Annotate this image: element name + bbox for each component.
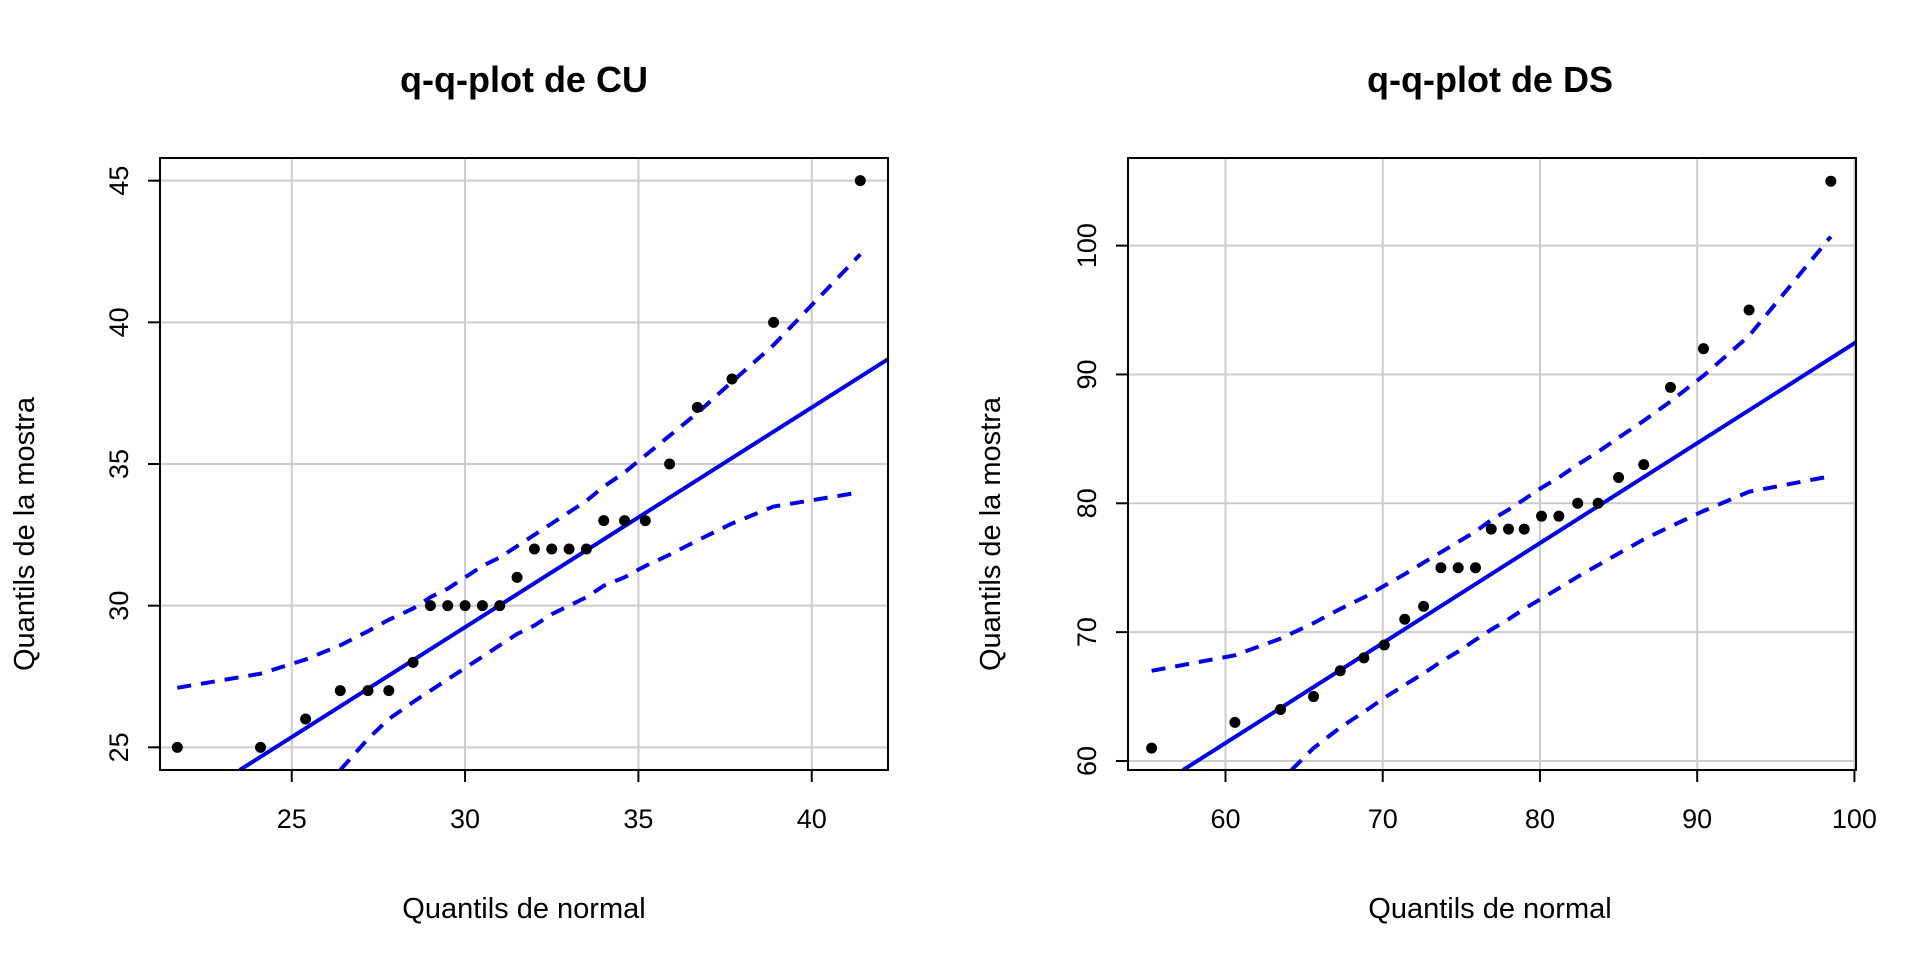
- data-point: [563, 543, 575, 555]
- data-point: [1572, 497, 1584, 509]
- chart-title: q-q-plot de CU: [400, 59, 648, 100]
- x-tick-label: 60: [1210, 804, 1240, 834]
- data-point: [300, 713, 312, 725]
- data-point: [1469, 562, 1481, 574]
- qq-plot-ds: q-q-plot de DS Quantils de normal Quanti…: [975, 59, 1877, 925]
- data-point: [1553, 510, 1565, 522]
- data-point: [1275, 703, 1287, 715]
- y-tick-label: 30: [104, 591, 134, 621]
- data-point: [1399, 613, 1411, 625]
- y-axis-label: Quantils de la mostra: [9, 396, 41, 671]
- data-point: [580, 543, 592, 555]
- data-point: [1613, 472, 1625, 484]
- data-point: [664, 458, 676, 470]
- data-point: [1435, 562, 1447, 574]
- qq-plot-cu: q-q-plot de CU Quantils de normal Quanti…: [9, 59, 889, 925]
- data-point: [424, 600, 436, 612]
- reference-line: [238, 357, 888, 770]
- data-point: [1378, 639, 1390, 651]
- x-tick-label: 25: [277, 804, 307, 834]
- data-point: [528, 543, 540, 555]
- data-point: [171, 741, 183, 753]
- data-point: [1825, 175, 1837, 187]
- data-point: [362, 685, 374, 697]
- y-tick-label: 100: [1072, 223, 1102, 268]
- x-tick-label: 35: [623, 804, 653, 834]
- plot-frame: [1127, 157, 1857, 771]
- data-point: [1146, 742, 1158, 754]
- data-point: [1697, 343, 1709, 355]
- y-tick-label: 25: [104, 732, 134, 762]
- x-tick-label: 30: [450, 804, 480, 834]
- y-tick-label: 70: [1072, 617, 1102, 647]
- data-point: [1358, 652, 1370, 664]
- grid: [1128, 158, 1856, 770]
- y-tick-label: 35: [104, 449, 134, 479]
- data-point: [1452, 562, 1464, 574]
- data-point: [1664, 381, 1676, 393]
- data-point: [1743, 304, 1755, 316]
- data-point: [1592, 497, 1604, 509]
- data-point: [476, 600, 488, 612]
- data-point: [1536, 510, 1548, 522]
- data-point: [407, 656, 419, 668]
- data-point: [442, 600, 454, 612]
- data-point: [768, 316, 780, 328]
- plot-area: [171, 175, 888, 770]
- x-tick-label: 40: [797, 804, 827, 834]
- data-point: [494, 600, 506, 612]
- x-tick-label: 90: [1682, 804, 1712, 834]
- data-point: [854, 175, 866, 187]
- x-tick-label: 70: [1368, 804, 1398, 834]
- data-point: [1485, 523, 1497, 535]
- data-point: [1638, 459, 1650, 471]
- data-point: [334, 685, 346, 697]
- y-tick-label: 80: [1072, 488, 1102, 518]
- data-point: [1229, 716, 1241, 728]
- data-point: [1418, 600, 1430, 612]
- data-point: [619, 515, 631, 527]
- data-point: [511, 571, 523, 583]
- x-tick-label: 80: [1525, 804, 1555, 834]
- confidence-band-lower: [338, 490, 861, 770]
- reference-line: [1181, 340, 1856, 770]
- x-axis-label: Quantils de normal: [402, 893, 645, 925]
- x-axis-label: Quantils de normal: [1368, 893, 1611, 925]
- y-tick-label: 90: [1072, 359, 1102, 389]
- data-point: [459, 600, 471, 612]
- data-point: [1518, 523, 1530, 535]
- y-axis-label: Quantils de la mostra: [975, 396, 1007, 671]
- y-tick-label: 60: [1072, 746, 1102, 776]
- data-point: [546, 543, 558, 555]
- confidence-band-upper: [1151, 235, 1833, 673]
- data-point: [691, 401, 703, 413]
- data-point: [255, 741, 267, 753]
- data-point: [383, 685, 395, 697]
- data-point: [1503, 523, 1515, 535]
- data-point: [1334, 665, 1346, 677]
- y-tick-label: 45: [104, 166, 134, 196]
- data-point: [1308, 691, 1320, 703]
- data-point: [639, 515, 651, 527]
- plot-area: [1146, 175, 1856, 770]
- data-point: [598, 515, 610, 527]
- data-point: [726, 373, 738, 385]
- x-tick-label: 100: [1832, 804, 1877, 834]
- confidence-band-upper: [176, 252, 862, 690]
- y-tick-label: 40: [104, 307, 134, 337]
- chart-title: q-q-plot de DS: [1367, 59, 1613, 100]
- confidence-band-lower: [1290, 474, 1832, 770]
- grid: [160, 158, 888, 770]
